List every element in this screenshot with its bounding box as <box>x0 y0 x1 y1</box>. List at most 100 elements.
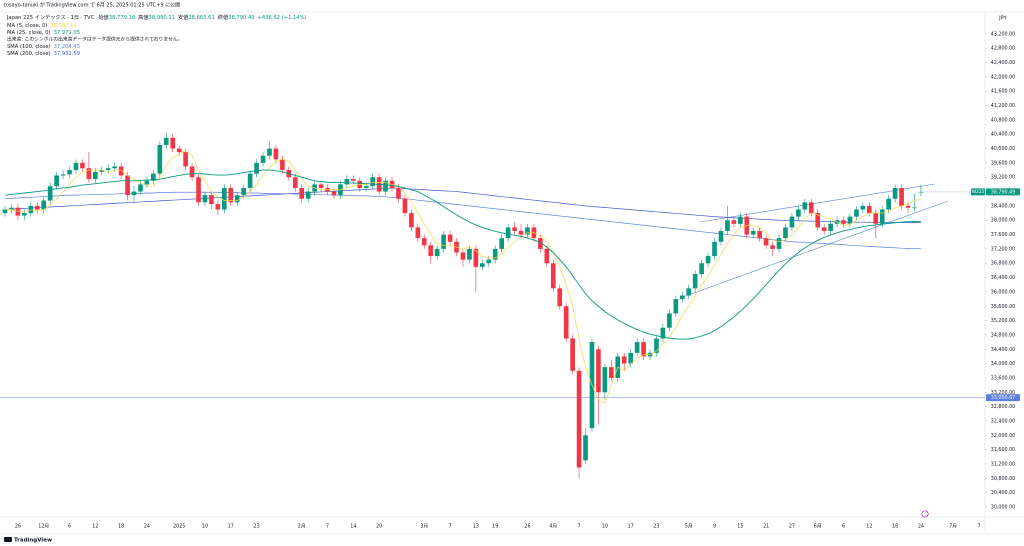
candle-body <box>757 230 762 239</box>
y-tick-label: 36,400.00 <box>991 275 1015 281</box>
y-tick-label: 39,600.00 <box>991 160 1015 166</box>
candle-body <box>654 338 659 353</box>
candle-body <box>447 234 453 242</box>
candle-body <box>738 216 743 224</box>
legend-entry[interactable]: MA (5, close, 0) 38,580.11 <box>7 23 77 29</box>
candle-body <box>22 213 27 216</box>
y-tick-label: 32,000.00 <box>991 433 1015 439</box>
candle-body <box>441 234 446 249</box>
candle-body <box>28 205 34 214</box>
x-tick-label: 9 <box>713 524 716 530</box>
candle-body <box>692 273 698 289</box>
symbol-tag <box>971 188 985 196</box>
x-tick-label: 10 <box>602 524 608 530</box>
candle-body <box>789 216 795 228</box>
candle-body <box>544 248 550 264</box>
candle-body <box>41 200 47 210</box>
y-tick-label: 40,400.00 <box>991 132 1015 138</box>
y-tick-label: 38,000.00 <box>991 218 1015 224</box>
ohlc-value: 38,990.11 <box>149 15 175 21</box>
candle-body <box>796 209 801 217</box>
candle-body <box>731 220 737 224</box>
candle-body <box>905 205 911 208</box>
x-tick-label: 10 <box>202 524 208 530</box>
x-tick-label: 4月 <box>549 524 557 530</box>
candle-body <box>725 220 730 231</box>
legend-entry[interactable]: SMA (100, close) 37,204.43 <box>7 44 80 50</box>
candle-body <box>873 213 879 224</box>
x-tick-label: 7 <box>326 524 329 530</box>
legend-name: SMA (100, close) <box>7 44 51 50</box>
candle-body <box>563 306 569 339</box>
x-tick-label: 6 <box>842 524 845 530</box>
y-tick-label: 36,000.00 <box>991 289 1015 295</box>
candle-body <box>518 230 524 235</box>
chart-title: Japan 225 インデックス · 1日 · TVC 始値38,779.18 高値… <box>6 13 307 21</box>
event-icon[interactable] <box>921 510 929 518</box>
ma-line <box>5 149 921 404</box>
y-tick-label: 42,000.00 <box>991 74 1015 80</box>
ohlc-value: 38,665.61 <box>188 15 214 21</box>
candle-body <box>899 187 904 206</box>
candle-body <box>505 227 511 239</box>
x-tick-label: 14 <box>350 524 356 530</box>
x-tick-label: 18 <box>892 524 898 530</box>
y-tick-label: 42,800.00 <box>991 46 1015 52</box>
candle-body <box>570 338 575 371</box>
legend-entry[interactable]: MA (25, close, 0) 37,971.05 <box>7 30 80 36</box>
candle-body <box>209 195 214 205</box>
candle-body <box>776 238 782 249</box>
x-tick-label: 19 <box>492 524 498 530</box>
y-tick-label: 40,800.00 <box>991 117 1015 123</box>
candle-body <box>202 195 208 203</box>
ma-line <box>4 169 921 340</box>
ohlc-value: 38,790.49 <box>228 15 254 21</box>
candle-body <box>480 263 485 267</box>
y-tick-label: 40,000.00 <box>991 146 1015 152</box>
x-tick-label: 17 <box>228 524 234 530</box>
trend-line <box>679 200 949 299</box>
candle-body <box>47 186 53 201</box>
y-tick-label: 30,400.00 <box>991 490 1015 496</box>
candle-body <box>247 173 253 188</box>
y-tick-label: 39,200.00 <box>991 175 1015 181</box>
candle-body <box>93 171 98 180</box>
candle-body <box>512 227 517 231</box>
candle-body <box>241 187 246 196</box>
x-tick-label: 24 <box>918 524 924 530</box>
legend-value: 37,971.05 <box>54 30 80 36</box>
y-tick-label: 30,800.00 <box>991 476 1015 482</box>
candle-body <box>9 207 14 210</box>
ohlc-label: 高値 <box>138 13 148 21</box>
x-tick-label: 26 <box>524 524 530 530</box>
ohlc-value: 38,779.18 <box>109 15 135 21</box>
candle-body <box>673 299 679 314</box>
candle-body <box>879 209 885 224</box>
legend-entry[interactable]: SMA (200, close) 37,932.59 <box>7 51 80 57</box>
candle-body <box>383 180 388 192</box>
candle-body <box>892 187 898 199</box>
legend-value: 37,204.43 <box>54 44 80 50</box>
last-price-label: 38,790.49 <box>991 189 1015 195</box>
brand-logo <box>4 537 12 542</box>
candle-body <box>699 263 704 274</box>
candle-body <box>183 152 188 167</box>
candle-body <box>125 175 130 196</box>
candle-body <box>267 148 272 156</box>
candle-body <box>847 216 853 224</box>
candle-body <box>460 252 466 260</box>
candle-body <box>467 248 472 260</box>
candle-body <box>473 248 479 267</box>
y-tick-label: 33,600.00 <box>991 375 1015 381</box>
y-tick-label: 37,200.00 <box>991 246 1015 252</box>
ohlc-label: 安値 <box>178 13 188 21</box>
candle-body <box>854 209 859 217</box>
candle-body <box>260 155 266 163</box>
candle-body <box>538 238 543 249</box>
y-tick-label: 35,600.00 <box>991 304 1015 310</box>
price-tag-label: 33,050.67 <box>991 395 1015 401</box>
candle-body <box>679 295 685 300</box>
candle-body <box>99 170 105 172</box>
